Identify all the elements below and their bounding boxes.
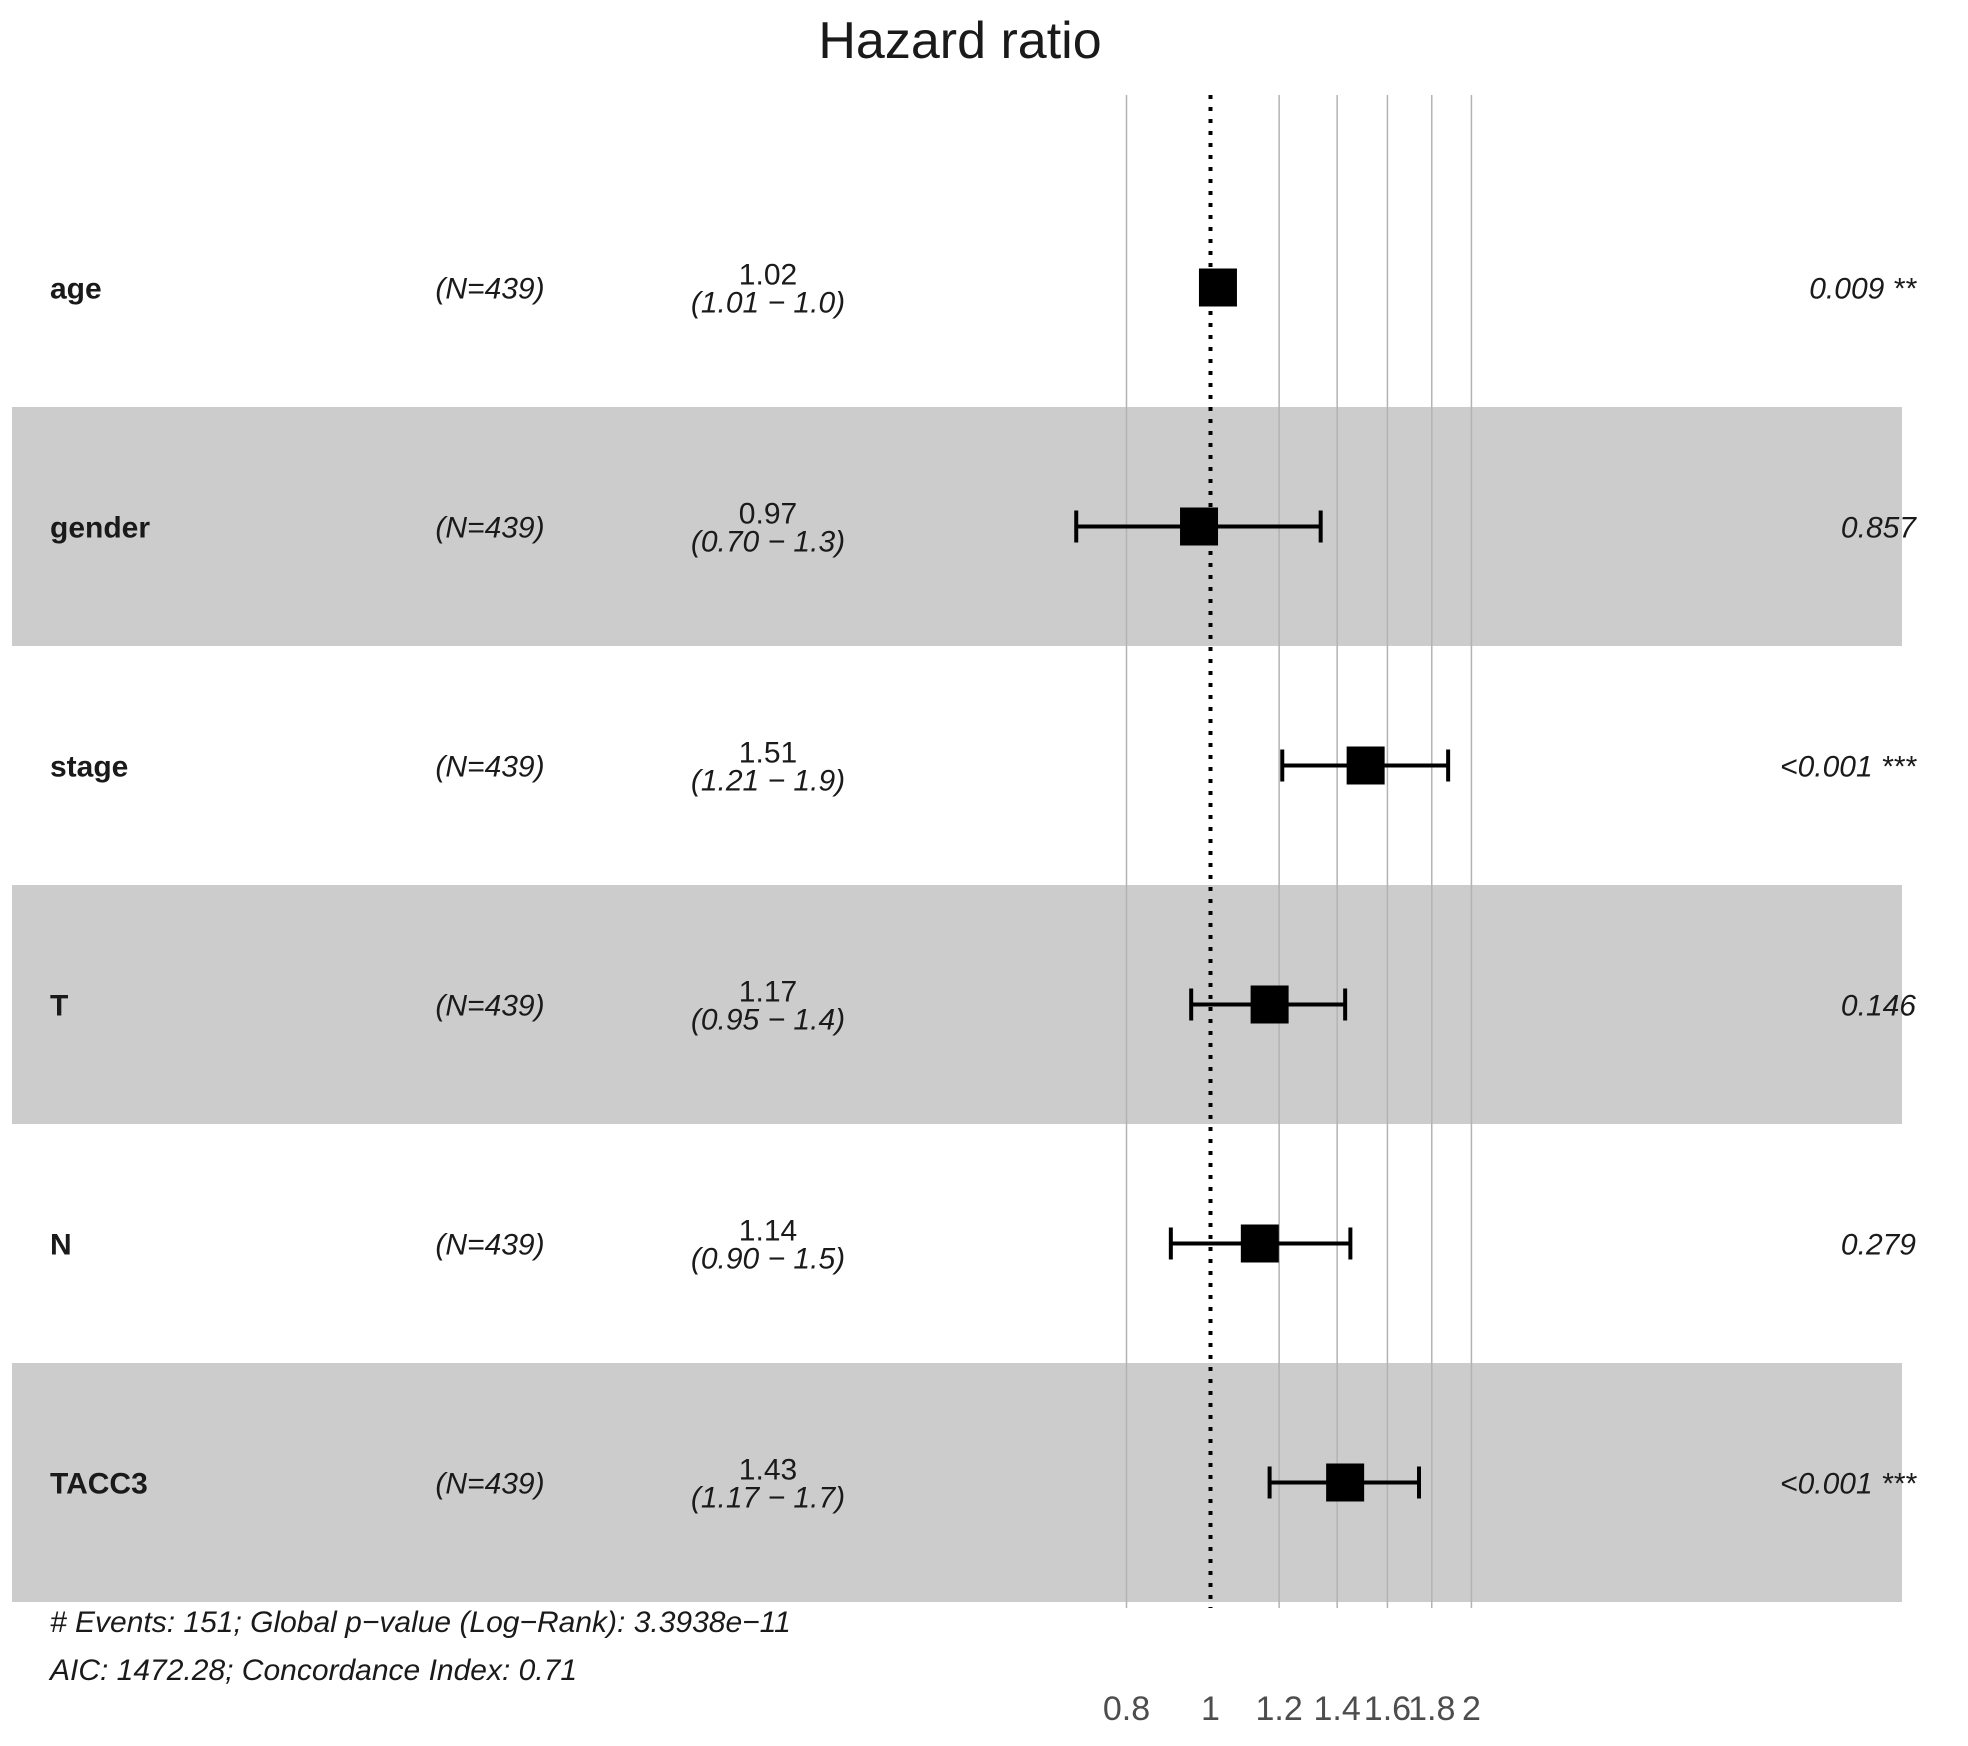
row-label: age [50, 273, 102, 306]
chart-title: Hazard ratio [818, 12, 1101, 70]
row-ci: (0.70 − 1.3) [691, 526, 845, 559]
x-tick-label: 1.8 [1408, 1690, 1455, 1728]
hr-point [1326, 1463, 1365, 1502]
row-hr-value: 1.14 [739, 1215, 797, 1248]
row-shading [12, 407, 1902, 1602]
x-tick-label: 1.2 [1256, 1690, 1303, 1728]
row-hr-value: 1.43 [739, 1454, 797, 1487]
hr-point [1198, 268, 1237, 307]
row-hr-value: 1.51 [739, 737, 797, 770]
footer-events: # Events: 151; Global p−value (Log−Rank)… [50, 1606, 791, 1639]
row-p-value: 0.009 ** [1809, 273, 1917, 306]
row-p-value: <0.001 *** [1780, 751, 1917, 784]
row-label: T [50, 990, 68, 1023]
row-hr-value: 0.97 [739, 498, 797, 531]
x-tick-label: 0.8 [1103, 1690, 1150, 1728]
row-n: (N=439) [435, 273, 544, 306]
row-hr-value: 1.17 [739, 976, 797, 1009]
row-n: (N=439) [435, 751, 544, 784]
x-tick-label: 1 [1201, 1690, 1220, 1728]
x-tick-label: 1.4 [1314, 1690, 1361, 1728]
row-hr-value: 1.02 [739, 259, 797, 292]
row-p-value: 0.857 [1841, 512, 1917, 545]
row-ci: (1.01 − 1.0) [691, 287, 845, 320]
row-texts: age (N=439) 1.02(1.01 − 1.0) 0.009 ** gender… [50, 259, 1917, 1515]
row-shade [12, 407, 1902, 646]
row-label: gender [50, 512, 150, 545]
x-tick-label: 2 [1462, 1690, 1481, 1728]
row-label: stage [50, 751, 128, 784]
row-n: (N=439) [435, 1229, 544, 1262]
row-ci: (1.21 − 1.9) [691, 765, 845, 798]
row-shade [12, 885, 1902, 1124]
row-p-value: 0.279 [1841, 1229, 1916, 1262]
row-p-value: <0.001 *** [1780, 1468, 1917, 1501]
hr-point [1180, 507, 1219, 546]
row-n: (N=439) [435, 990, 544, 1023]
row-label: TACC3 [50, 1468, 148, 1501]
row-ci: (0.90 − 1.5) [691, 1243, 845, 1276]
row-n: (N=439) [435, 1468, 544, 1501]
x-tick-label: 1.6 [1364, 1690, 1411, 1728]
x-axis-ticks: 0.8 1 1.2 1.4 1.61.8 2 [1103, 1690, 1481, 1728]
row-ci: (0.95 − 1.4) [691, 1004, 845, 1037]
grid-lines [1125, 95, 1473, 1608]
footer-aic: AIC: 1472.28; Concordance Index: 0.71 [48, 1654, 577, 1687]
hr-point [1240, 1224, 1279, 1263]
row-p-value: 0.146 [1841, 990, 1916, 1023]
row-label: N [50, 1229, 72, 1262]
row-ci: (1.17 − 1.7) [691, 1482, 845, 1515]
hr-point [1250, 985, 1289, 1024]
row-n: (N=439) [435, 512, 544, 545]
hr-point [1346, 746, 1385, 785]
estimate-marks [1074, 268, 1451, 1502]
row-shade [12, 1363, 1902, 1602]
